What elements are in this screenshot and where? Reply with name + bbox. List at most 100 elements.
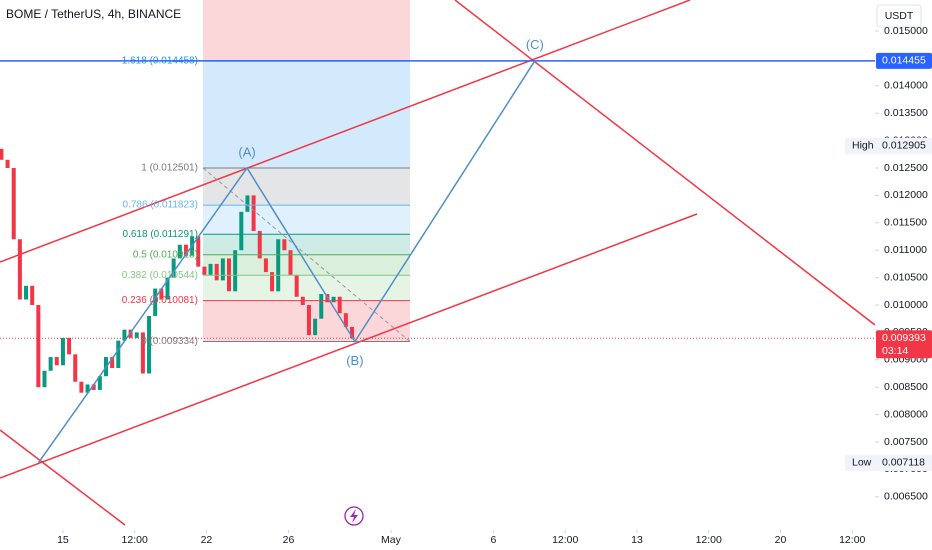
- candle-body: [67, 337, 72, 355]
- candle-body: [282, 239, 287, 251]
- fib-zone: [202, 0, 411, 61]
- fib-level-label: 1 (0.012501): [141, 163, 198, 174]
- y-tick-label: 0.013500: [884, 107, 928, 119]
- high-value: 0.012905: [882, 140, 926, 152]
- candle-body: [331, 296, 336, 303]
- candle-body: [263, 258, 268, 273]
- trend-line: [0, 429, 126, 526]
- candle-body: [147, 315, 152, 374]
- x-tick-label: 20: [775, 534, 787, 546]
- y-tick-label: 0.010000: [884, 299, 928, 311]
- candle-body: [17, 239, 22, 300]
- y-tick-label: 0.012500: [884, 162, 928, 174]
- candle-body: [60, 337, 65, 366]
- x-tick-label: 26: [283, 534, 295, 546]
- x-tick-label: 12:00: [839, 534, 865, 546]
- x-tick-label: 13: [631, 534, 643, 546]
- fib-zone: [202, 60, 411, 168]
- candle-body: [97, 376, 102, 390]
- candle-body: [153, 288, 158, 316]
- alert-circle[interactable]: [344, 506, 364, 526]
- fib-level-label: 0.618 (0.011291): [123, 229, 198, 240]
- x-tick-label: May: [381, 534, 402, 546]
- candle-body: [220, 258, 225, 281]
- low-label: Low: [852, 457, 872, 469]
- x-tick-label: 12:00: [122, 534, 148, 546]
- candle-body: [313, 318, 318, 336]
- candle-body: [24, 285, 29, 300]
- candle-body: [30, 285, 35, 306]
- candle-body: [208, 263, 213, 275]
- candle-body: [276, 239, 281, 292]
- candle-body: [5, 159, 10, 169]
- x-tick-label: 6: [491, 534, 497, 546]
- candle-body: [350, 326, 355, 339]
- fib-level-label: 0.236 (0.010081): [122, 295, 198, 306]
- last-price-label-box: [876, 330, 932, 359]
- fib-trend-line: [202, 167, 411, 342]
- candle-body: [306, 305, 311, 336]
- countdown-label: 03:14: [882, 345, 908, 357]
- candle-body: [91, 384, 96, 390]
- candle-body: [337, 296, 342, 314]
- candle-body: [270, 272, 275, 292]
- candle-body: [319, 294, 324, 319]
- candle-body: [159, 288, 164, 300]
- y-tick-label: 0.011500: [884, 217, 927, 229]
- alert-icon[interactable]: [344, 506, 364, 526]
- horizontal-line-label-box: [876, 52, 932, 69]
- horizontal-line-label: 0.014455: [882, 55, 926, 67]
- candle-body: [171, 258, 176, 278]
- low-label-box: [845, 454, 932, 471]
- fib-zone: [202, 275, 411, 301]
- candle-body: [202, 266, 207, 275]
- candle-body: [79, 381, 84, 393]
- y-tick-label: 0.014000: [884, 80, 928, 92]
- candle-body: [122, 329, 127, 341]
- candle-body: [0, 148, 4, 160]
- channel-upper: [0, 0, 691, 263]
- fib-level-label: 0 (0.009334): [141, 336, 198, 347]
- fib-level-label: 0.382 (0.010544): [122, 270, 198, 281]
- candle-body: [140, 332, 145, 374]
- candle-body: [196, 236, 201, 267]
- symbol-title: BOME / TetherUS, 4h, BINANCE: [6, 7, 181, 21]
- candle-body: [245, 195, 250, 212]
- y-tick-label: 0.011000: [884, 244, 927, 256]
- fib-zone: [202, 234, 411, 255]
- candle-body: [85, 384, 90, 393]
- channel-lower: [0, 213, 698, 479]
- fib-zone: [202, 300, 411, 342]
- y-tick-label: 0.007500: [884, 436, 928, 448]
- trend-line: [454, 0, 875, 326]
- candle-body: [214, 263, 219, 281]
- channel-lines: [0, 0, 875, 526]
- currency-button[interactable]: [876, 4, 922, 28]
- candle-body: [110, 357, 115, 369]
- candle-body: [251, 195, 256, 232]
- overlays: 1.618 (0.014458)1 (0.012501)0.786 (0.011…: [0, 37, 875, 464]
- y-tick-label: 0.008000: [884, 408, 928, 420]
- candle-body: [42, 370, 47, 388]
- candle-body: [257, 231, 262, 259]
- alert-bolt[interactable]: [350, 509, 358, 523]
- fib-level-label: 0.5 (0.010918): [133, 249, 198, 260]
- candle-body: [343, 313, 348, 327]
- high-label-box: [845, 137, 932, 154]
- y-tick-label: 0.015000: [884, 25, 928, 37]
- candle-body: [165, 277, 170, 300]
- high-label: High: [852, 140, 874, 152]
- currency-button-label[interactable]: USDT: [885, 10, 914, 22]
- candle-body: [233, 250, 238, 292]
- candle-body: [177, 244, 182, 259]
- candle-body: [11, 168, 16, 240]
- candle-body: [294, 274, 299, 297]
- candle-body: [239, 211, 244, 251]
- candle-body: [48, 357, 53, 371]
- candle-body: [183, 244, 188, 256]
- candle-body: [288, 250, 293, 275]
- pattern-label: (A): [238, 144, 255, 159]
- fib-zones: [202, 0, 411, 342]
